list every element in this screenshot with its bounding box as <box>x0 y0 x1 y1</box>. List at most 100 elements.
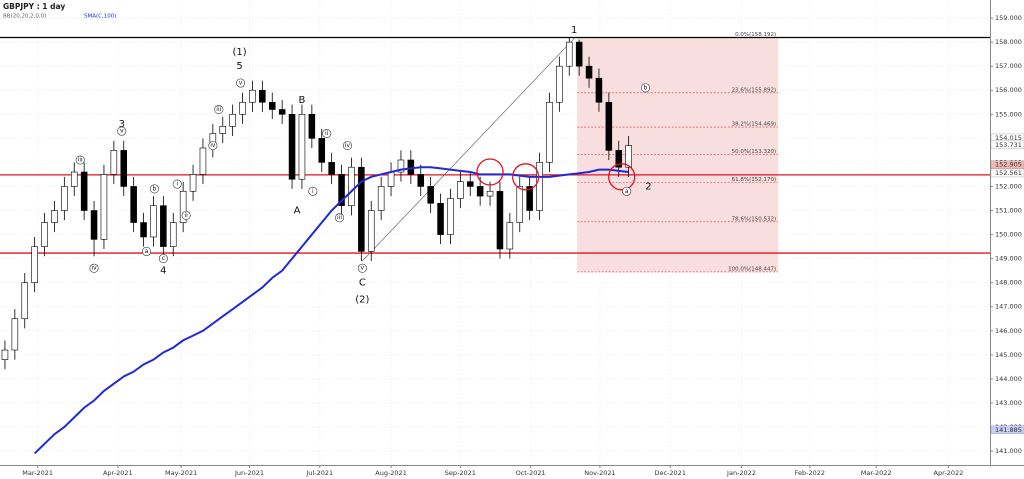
candle-body <box>358 166 365 252</box>
candle-body <box>259 89 266 103</box>
candle-body <box>397 159 405 173</box>
candle-body <box>11 318 19 351</box>
candle-body <box>160 205 167 247</box>
x-tick-label: Sep-2021 <box>445 469 476 477</box>
candle-body <box>387 171 395 187</box>
candle-body <box>575 41 583 67</box>
wave-label: ii <box>325 130 329 137</box>
y-tick-label: 158.000 <box>995 38 1022 46</box>
candle-body <box>298 113 306 180</box>
wave-circle <box>640 83 650 93</box>
y-tick-label: 147.000 <box>995 303 1022 311</box>
y-tick-label: 144.000 <box>995 375 1022 383</box>
wave-label: i <box>312 188 314 195</box>
wave-label: iii <box>337 214 342 221</box>
x-tick-label: Jul-2021 <box>305 469 333 477</box>
candle-body <box>417 174 425 187</box>
candle-body <box>31 246 38 283</box>
fib-label: 100.0%(148.447) <box>728 266 776 272</box>
chart-title: GBPJPY : 1 day <box>3 2 65 11</box>
candle-body <box>526 186 533 211</box>
y-tick-label: 152.000 <box>995 182 1022 190</box>
wave-circle <box>75 155 85 165</box>
candle-body <box>486 190 494 197</box>
candle-body <box>565 41 573 67</box>
x-tick-label: Apr-2022 <box>934 469 964 477</box>
candle-body <box>318 138 326 163</box>
candle-body <box>476 186 484 197</box>
candle-body <box>1 349 9 360</box>
y-tick-label: 149.000 <box>995 255 1022 263</box>
y-tick-label: 150.000 <box>995 231 1022 239</box>
y-tick-label: 155.000 <box>995 110 1022 118</box>
wave-circle <box>622 186 632 196</box>
wave-circle <box>214 104 224 114</box>
wave-circle <box>208 141 218 151</box>
wave-label: iv <box>91 265 97 272</box>
wave-label: iv <box>345 142 351 149</box>
candle-body <box>556 65 563 103</box>
x-tick-label: Dec-2021 <box>654 469 685 477</box>
wave-label: ii <box>184 212 188 219</box>
x-tick-label: May-2021 <box>165 469 197 477</box>
wave-label: A <box>294 206 301 217</box>
highlight-circle <box>476 158 504 186</box>
x-tick-label: Mar-2021 <box>22 469 53 477</box>
candle-body <box>229 113 236 127</box>
candle-body <box>308 113 316 139</box>
candle-body <box>21 282 29 320</box>
wave-label: iii <box>78 156 83 163</box>
candle-body <box>348 166 355 206</box>
candle-body <box>169 222 177 247</box>
candle-body <box>140 222 147 238</box>
wave-circle <box>89 263 99 273</box>
wave-label: 2 <box>645 181 651 192</box>
candle-body <box>536 162 543 211</box>
wave-label: v <box>120 128 124 135</box>
wave-circle <box>322 129 332 139</box>
candle-body <box>189 174 197 192</box>
candle-body <box>447 198 454 235</box>
y-tick-label: 157.000 <box>995 62 1022 70</box>
wave-label: 4 <box>160 266 166 277</box>
fib-label: 23.6%(155.892) <box>732 87 777 93</box>
wave-label: 5 <box>236 61 242 72</box>
candle-body <box>268 101 276 110</box>
price-tag-label: 154.015 <box>995 134 1022 142</box>
y-tick-label: 145.000 <box>995 351 1022 359</box>
fib-label: 61.8%(152.170) <box>732 177 777 183</box>
candle-body <box>239 101 246 115</box>
trendline <box>362 37 576 262</box>
candle-body <box>466 181 474 187</box>
sma-line <box>33 166 629 455</box>
indicator-label: BB(20,20,2,0,0) <box>3 14 46 20</box>
candle-body <box>199 147 207 175</box>
fib-label: 38.2%(154.469) <box>732 122 777 128</box>
wave-circle <box>181 210 191 220</box>
candle-body <box>328 162 335 175</box>
y-tick-label: 143.000 <box>995 399 1022 407</box>
wave-circle <box>335 213 345 223</box>
x-tick-label: Apr-2021 <box>103 469 133 477</box>
candle-body <box>457 181 464 199</box>
candle-body <box>377 186 385 211</box>
wave-circle <box>117 126 127 136</box>
candle-body <box>278 109 286 115</box>
price-tag <box>990 160 1024 169</box>
candle-body <box>249 89 256 103</box>
wave-label: b <box>644 84 648 91</box>
candle-body <box>70 171 78 187</box>
candle-body <box>516 186 524 223</box>
y-tick-label: 141.000 <box>995 447 1022 455</box>
fib-label: 0.0%(158.192) <box>735 32 776 38</box>
main-layer: (1)534BAC(2)12iiiivvabciiiiiiivviiiiiiiv… <box>0 25 990 455</box>
wave-label: 1 <box>571 25 577 36</box>
candle-body <box>219 126 227 134</box>
candle-body <box>150 205 157 238</box>
y-tick-label: 156.000 <box>995 86 1022 94</box>
x-tick-label: Nov-2021 <box>584 469 615 477</box>
wave-label: a <box>625 188 629 195</box>
candle-body <box>120 150 128 187</box>
